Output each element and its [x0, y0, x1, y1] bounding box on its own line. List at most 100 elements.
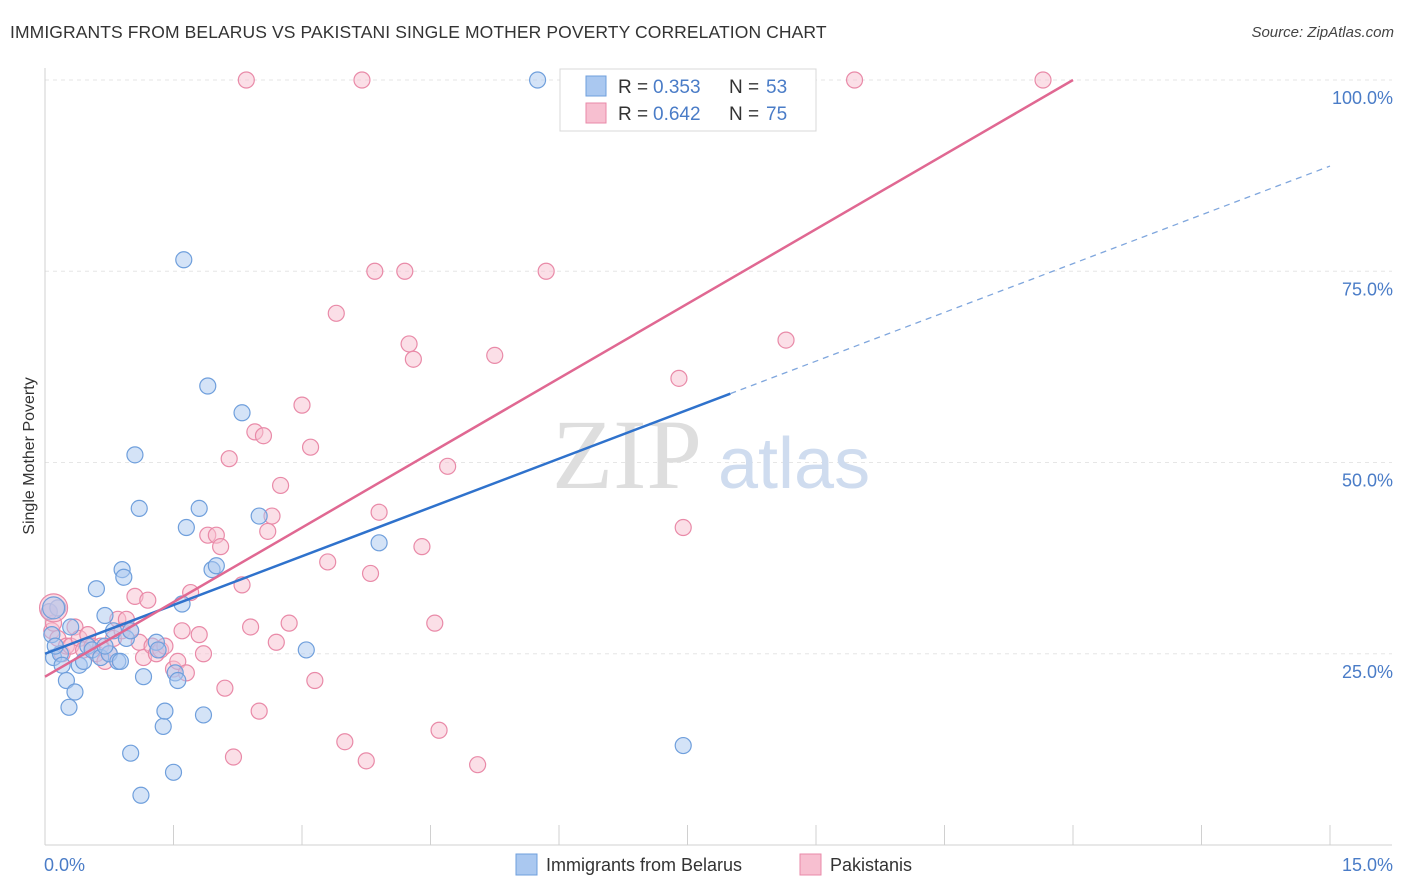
source-label: Source: ZipAtlas.com	[1251, 24, 1394, 41]
data-point	[528, 71, 547, 89]
series-legend-label-blue: Immigrants from Belarus	[546, 855, 742, 875]
data-point	[139, 591, 157, 609]
data-point	[164, 763, 183, 781]
trendlines	[44, 78, 1331, 678]
correlation-legend: R = 0.353 N = 53 R = 0.642 N = 75	[559, 68, 817, 132]
data-point	[426, 614, 444, 632]
data-point	[439, 457, 457, 475]
legend-r-label-2: R =	[618, 104, 648, 125]
data-point	[306, 671, 324, 690]
data-point	[149, 641, 167, 659]
data-point-cluster	[38, 593, 69, 623]
data-point	[357, 752, 375, 770]
data-point	[237, 71, 255, 89]
legend-r-label-1: R =	[618, 77, 648, 98]
data-point	[199, 377, 217, 395]
data-point	[777, 331, 795, 349]
legend-n-label-1: N =	[729, 77, 759, 98]
data-point	[301, 438, 320, 456]
data-point	[207, 557, 225, 575]
chart-title: IMMIGRANTS FROM BELARUS VS PAKISTANI SIN…	[10, 22, 827, 42]
data-point	[259, 522, 277, 540]
data-point	[156, 702, 174, 720]
data-point	[366, 262, 384, 280]
x-tick-labels: 0.0% 15.0%	[44, 855, 1393, 875]
data-point	[115, 568, 133, 586]
data-point	[134, 668, 153, 686]
data-point	[96, 606, 114, 625]
data-point	[327, 304, 345, 322]
data-point	[430, 721, 448, 739]
data-point	[404, 350, 422, 368]
data-point	[469, 756, 487, 774]
y-tick-label: 25.0%	[1342, 662, 1393, 682]
data-point	[60, 698, 78, 716]
data-point	[370, 503, 388, 521]
data-point	[280, 614, 298, 632]
data-point	[220, 450, 238, 468]
watermark-zip: ZIP	[552, 399, 702, 510]
data-point	[132, 786, 150, 804]
legend-r-value-1: 0.353	[653, 77, 701, 98]
y-tick-label: 100.0%	[1332, 88, 1393, 108]
data-point	[190, 499, 208, 517]
data-point	[250, 702, 268, 720]
data-point	[233, 404, 251, 422]
data-point	[173, 622, 191, 640]
x-tick-label: 15.0%	[1342, 855, 1393, 875]
data-point	[57, 671, 76, 690]
legend-r-value-2: 0.642	[653, 104, 701, 125]
y-tick-label: 75.0%	[1342, 279, 1393, 299]
y-tick-label: 50.0%	[1342, 471, 1393, 491]
data-point	[216, 679, 234, 697]
x-tick-label: 0.0%	[44, 855, 85, 875]
data-point	[370, 534, 388, 552]
data-point	[154, 717, 172, 736]
series-legend-swatch-pink	[799, 853, 822, 876]
data-point	[319, 553, 337, 571]
legend-swatch-pink	[585, 102, 607, 124]
series-legend-label-pink: Pakistanis	[830, 855, 912, 875]
data-point-cluster	[41, 596, 66, 620]
legend-swatch-blue	[585, 75, 607, 97]
data-point	[66, 683, 84, 701]
data-point	[177, 518, 195, 537]
data-point	[169, 671, 187, 690]
data-point	[486, 346, 504, 364]
data-point	[353, 71, 371, 89]
watermark-atlas: atlas	[718, 424, 870, 504]
data-point	[400, 335, 418, 353]
data-point	[297, 641, 315, 659]
data-point	[271, 476, 290, 495]
trendline-belarus-extension	[730, 165, 1331, 395]
trendline-pakistanis	[44, 78, 1074, 678]
data-point	[254, 427, 273, 445]
data-point	[267, 633, 285, 651]
data-point	[293, 396, 311, 414]
data-point	[224, 748, 243, 766]
data-point	[537, 262, 555, 280]
grid-lines	[45, 79, 1392, 655]
data-point	[130, 499, 148, 517]
data-point	[242, 618, 260, 636]
axes	[44, 68, 1392, 846]
data-point	[674, 518, 692, 537]
data-point	[111, 652, 129, 671]
data-point	[336, 733, 354, 751]
data-point	[194, 645, 213, 663]
series-legend: Immigrants from Belarus Pakistanis	[515, 853, 912, 876]
data-point	[122, 744, 140, 762]
watermark: ZIP atlas	[552, 399, 870, 510]
data-point	[845, 71, 864, 89]
data-point	[212, 538, 230, 556]
data-point	[62, 618, 80, 636]
data-point	[670, 369, 688, 387]
data-point	[194, 706, 213, 724]
data-point	[87, 580, 106, 598]
legend-n-value-1: 53	[766, 77, 787, 98]
data-point	[175, 251, 193, 269]
data-point	[1034, 71, 1052, 89]
trendline-belarus	[44, 392, 731, 655]
legend-n-value-2: 75	[766, 104, 787, 125]
data-point	[361, 564, 380, 583]
